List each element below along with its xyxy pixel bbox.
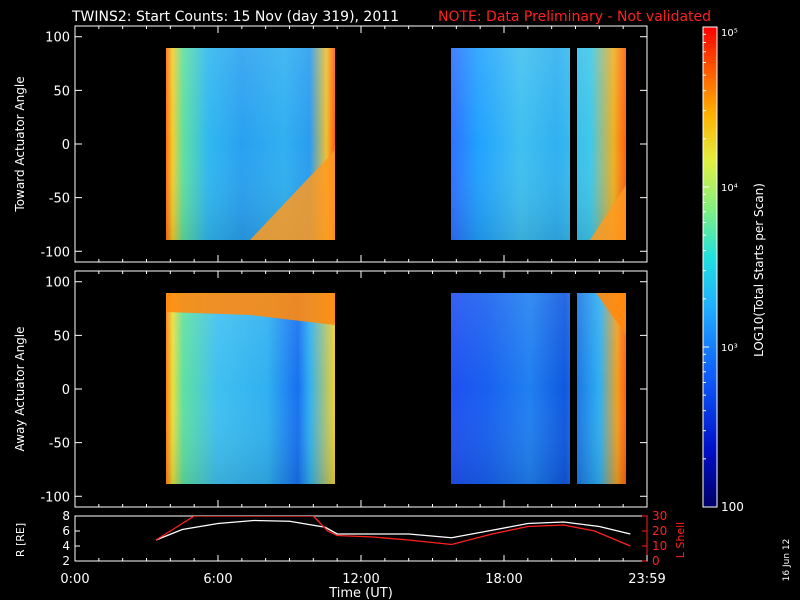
ytick-label-orbit-left: 8 bbox=[62, 509, 70, 523]
ytick-label-away: -50 bbox=[49, 437, 70, 452]
panel-toward-ylabel: Toward Actuator Angle bbox=[13, 76, 27, 212]
ytick-label-away: 0 bbox=[62, 383, 70, 398]
orbit-lines-layer bbox=[155, 516, 631, 547]
date-stamp: 16 Jun 12 bbox=[782, 539, 792, 582]
panel-orbit: R [RE] L Shell bbox=[14, 515, 687, 562]
ytick-label-toward: -100 bbox=[40, 245, 70, 260]
ytick-label-orbit-left: 6 bbox=[62, 524, 70, 538]
heatmap-away-layer bbox=[166, 293, 626, 484]
colorbar-scale bbox=[702, 26, 718, 508]
heatmap-toward-layer bbox=[166, 48, 626, 240]
xtick-label: 6:00 bbox=[203, 572, 232, 587]
colorbar-label: LOG10(Total Starts per Scan) bbox=[752, 183, 766, 357]
panel-orbit-ylabel-right: L Shell bbox=[674, 522, 687, 558]
ytick-label-toward: 100 bbox=[45, 31, 70, 46]
heatmap-away-hotspot-2 bbox=[596, 293, 626, 335]
heatmap-toward-hotspot-1 bbox=[250, 150, 335, 240]
colorbar-tick-label: 10³ bbox=[721, 343, 738, 354]
heatmap-away-hotspot-1 bbox=[166, 293, 335, 325]
ytick-label-toward: -50 bbox=[49, 192, 70, 207]
panel-toward: Toward Actuator Angle bbox=[13, 25, 648, 263]
ytick-label-away: 100 bbox=[45, 276, 70, 291]
radius-series-line bbox=[155, 519, 631, 541]
ytick-label-orbit-right: 20 bbox=[652, 524, 667, 538]
heatmap-away-shade-1 bbox=[166, 293, 335, 484]
colorbar-tick-label: 10⁵ bbox=[721, 28, 738, 39]
ytick-label-toward: 0 bbox=[62, 138, 70, 153]
heatmap-toward-dropout bbox=[570, 48, 577, 240]
preliminary-note: NOTE: Data Preliminary - Not validated bbox=[438, 9, 711, 25]
xtick-label: 0:00 bbox=[60, 572, 89, 587]
panel-away: Away Actuator Angle bbox=[13, 270, 648, 508]
x-axis-label: Time (UT) bbox=[328, 586, 393, 600]
lshell-series-line bbox=[155, 516, 631, 547]
ytick-label-orbit-right: 10 bbox=[652, 539, 667, 553]
colorbar-tick-label: 10⁴ bbox=[721, 183, 738, 194]
heatmap-toward-shade-2 bbox=[451, 48, 626, 240]
chart-title: TWINS2: Start Counts: 15 Nov (day 319), … bbox=[71, 9, 399, 25]
ytick-label-away: 50 bbox=[53, 329, 70, 344]
heatmap-toward-hotspot-2 bbox=[590, 185, 626, 240]
xtick-label: 18:00 bbox=[485, 572, 522, 587]
panel-orbit-ylabel-left: R [RE] bbox=[14, 523, 27, 557]
heatmap-away-shade-2 bbox=[451, 293, 626, 484]
ytick-label-toward: 50 bbox=[53, 84, 70, 99]
ytick-label-orbit-right: 30 bbox=[652, 509, 667, 523]
ytick-label-orbit-left: 2 bbox=[62, 554, 70, 568]
xtick-label: 12:00 bbox=[342, 572, 379, 587]
colorbar-ticks: 10⁵ 10⁴ 10³ 100 bbox=[703, 26, 744, 514]
ytick-label-orbit-left: 4 bbox=[62, 539, 70, 553]
ytick-label-orbit-right: 0 bbox=[652, 554, 660, 568]
ytick-label-away: -100 bbox=[40, 490, 70, 505]
axes-layer: 100500-50-100100500-50-100864230201000:0… bbox=[40, 26, 667, 587]
xtick-label: 23:59 bbox=[628, 572, 665, 587]
colorbar-tick-label: 100 bbox=[721, 500, 744, 514]
heatmap-away-dropout bbox=[570, 293, 577, 484]
panel-away-ylabel: Away Actuator Angle bbox=[13, 326, 27, 451]
colorbar: 10⁵ 10⁴ 10³ 100 LOG10(Total Starts per Scan… bbox=[702, 26, 766, 514]
